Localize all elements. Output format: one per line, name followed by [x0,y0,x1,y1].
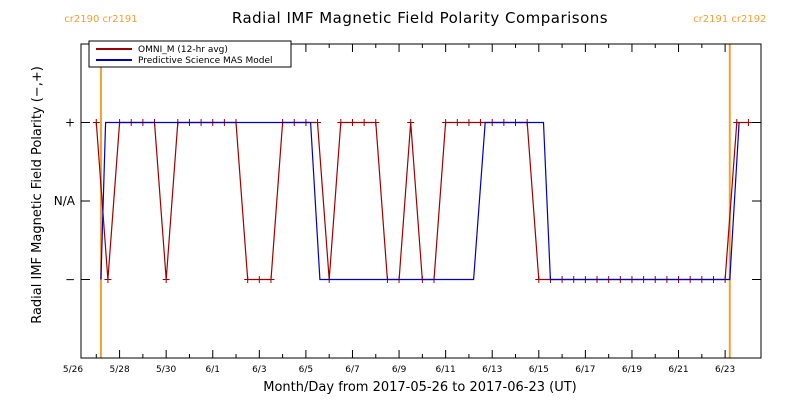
series-line-2 [100,121,740,281]
legend-entry: OMNI_M (12-hr avg) [138,45,228,55]
data-point-marker [92,119,100,126]
data-point-marker [477,119,485,126]
data-point-marker [453,119,461,126]
data-point-marker [348,119,356,126]
carrington-rotation-layer: cr2190 cr2191 cr2191 cr2192 [64,14,766,358]
x-tick-label: 6/17 [575,365,595,375]
x-axis-label: Month/Day from 2017-05-26 to 2017-06-23 … [263,380,576,395]
x-tick-label: 6/9 [392,365,407,375]
cr-boundary-label: cr2190 cr2191 [64,14,137,25]
x-tick-label: 6/7 [345,365,359,375]
cr-boundary-label: cr2191 cr2192 [693,14,766,25]
chart-title: Radial IMF Magnetic Field Polarity Compa… [232,9,608,27]
x-tick-label: 6/5 [299,365,313,375]
data-point-marker [372,119,380,126]
x-tick-label: 6/3 [252,365,266,375]
data-point-marker [162,276,170,283]
data-point-marker [267,276,275,283]
x-tick-label: 6/21 [668,365,688,375]
x-tick-label: 6/1 [205,365,219,375]
data-point-marker [104,276,112,283]
data-point-marker [442,119,450,126]
y-tick-label: + [65,116,75,130]
x-tick-label: 6/13 [482,365,502,375]
x-tick-label: 5/30 [156,365,176,375]
x-tick-label: 5/26 [63,365,83,375]
x-tick-label: 5/28 [109,365,129,375]
x-tick-label: 6/23 [715,365,735,375]
y-tick-label: N/A [54,194,76,208]
x-tick-label: 6/15 [529,365,549,375]
y-axis-label: Radial IMF Magnetic Field Polarity (−,+) [30,66,45,324]
data-point-marker [744,119,752,126]
data-point-marker [407,119,415,126]
data-point-marker [465,119,473,126]
legend: OMNI_M (12-hr avg)Predictive Science MAS… [88,40,292,68]
data-point-marker [360,119,368,126]
x-tick-label: 6/19 [622,365,642,375]
data-point-marker [337,119,345,126]
y-tick-label: − [65,273,75,287]
legend-box [88,40,292,68]
data-point-marker [255,276,263,283]
data-point-marker [314,119,322,126]
data-point-marker [244,276,252,283]
data-point-marker [535,276,543,283]
x-tick-label: 6/11 [436,365,456,375]
series-layer [92,119,752,283]
legend-entry: Predictive Science MAS Model [138,56,273,66]
